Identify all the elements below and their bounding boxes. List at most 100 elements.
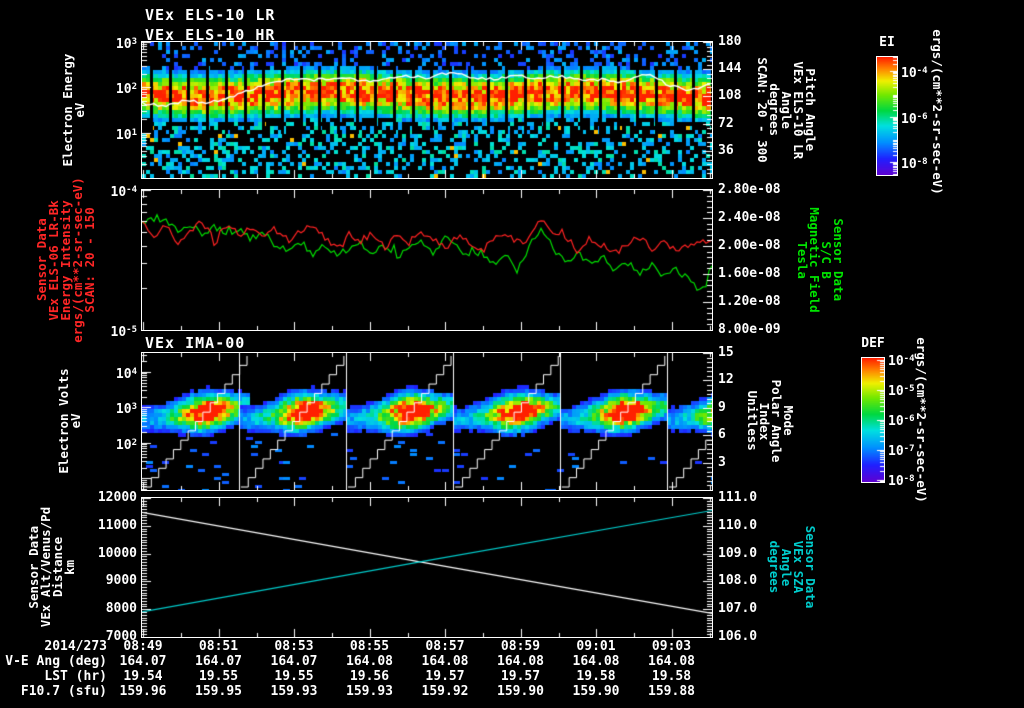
panel4-right-label-col: Sensor Data — [803, 525, 818, 609]
table-cell: 19.58 — [651, 669, 692, 684]
ephemeris-line-canvas — [141, 497, 713, 638]
time-label: 08:49 — [123, 639, 163, 654]
table-row-label: F10.7 (sfu) — [20, 684, 107, 699]
panel1-right-label: SCAN: 20 - 300 degrees Angle VEx ELS-10 LR P… — [755, 57, 818, 162]
panel2-ytick: 10-5 — [110, 325, 138, 340]
panel1-ytick: 101 — [115, 127, 137, 143]
colorbar2-units-col: ergs/(cm**2-sr-sec-eV) — [914, 337, 929, 503]
panel3-right-label-col: Index — [757, 402, 772, 440]
time-label: 08:55 — [349, 639, 390, 654]
table-cell: 19.58 — [576, 669, 616, 684]
panel1-right-label-col: Angle — [779, 91, 794, 129]
time-label: 08:59 — [500, 639, 541, 654]
time-label: 09:01 — [576, 639, 616, 654]
panel4-ytick: 8000 — [105, 601, 137, 617]
panel4-right-tick: 110.0 — [718, 517, 758, 533]
time-label: 08:57 — [425, 639, 465, 654]
table-cell: 19.56 — [349, 669, 390, 684]
date-label: 2014/273 — [44, 639, 107, 654]
ima00-spectrogram-canvas — [141, 352, 713, 491]
colorbar2-def — [861, 357, 885, 483]
panel4-ytick: 10000 — [97, 545, 137, 561]
panel3-right-tick: 9 — [718, 399, 726, 415]
els06-magfield-line-canvas — [141, 189, 713, 331]
table-cell: 159.93 — [346, 684, 393, 699]
panel2-ytick: 10-4 — [110, 185, 138, 200]
panel4-ytick: 7000 — [105, 629, 137, 644]
colorbar1-tick: 10-8 — [901, 157, 928, 172]
panel2-right-tick: 1.20e-08 — [718, 294, 781, 309]
colorbar2-tick: 10-6 — [888, 414, 915, 429]
panel3-right-label-col: Unitless — [745, 390, 760, 452]
panel2-left-label-col: SCAN: 20 - 150 — [82, 207, 97, 313]
panel1-right-label-col: VEx ELS-10 LR — [791, 61, 806, 159]
table-cell: 19.57 — [500, 669, 541, 684]
panel3-right-label-col: Polar Angle — [769, 379, 784, 463]
panel1-title-line2: VEx ELS-10 HR — [145, 26, 276, 44]
panel4-right-tick: 109.0 — [718, 545, 758, 561]
table-cell: 164.07 — [119, 654, 167, 669]
panel2-right-tick: 2.80e-08 — [718, 182, 781, 197]
panel4-right-label: degrees Angle VEx SZA Sensor Data — [767, 525, 818, 609]
colorbar1-tick: 10-4 — [901, 66, 928, 81]
panel3-title: VEx IMA-00 — [145, 334, 246, 352]
panel4-left-label-col: km — [62, 559, 77, 575]
panel2-right-label-col: Sensor Data — [831, 218, 846, 302]
panel1-left-label-col: eV — [72, 102, 87, 118]
table-cell: 164.08 — [648, 654, 695, 669]
panel3-ytick: 104 — [115, 366, 137, 382]
panel4-right-tick: 111.0 — [718, 490, 758, 505]
table-cell: 164.07 — [195, 654, 242, 669]
panel3-left-label-col: eV — [68, 413, 83, 429]
panel3-right-label: Unitless Index Polar Angle Mode — [745, 379, 796, 463]
colorbar1-tick: 10-6 — [901, 111, 928, 127]
els10-spectrogram-canvas — [141, 41, 713, 179]
panel4-right-tick: 108.0 — [718, 573, 758, 589]
table-row-label: LST (hr) — [44, 669, 107, 684]
colorbar2-title: DEF — [861, 336, 885, 351]
panel2-right-tick: 2.40e-08 — [718, 210, 781, 225]
table-cell: 159.90 — [572, 684, 620, 699]
table-cell: 159.92 — [421, 684, 469, 699]
panel1-left-label: Electron Energy eV — [60, 54, 87, 167]
colorbar2-tick: 10-5 — [888, 384, 915, 399]
table-cell: 164.08 — [497, 654, 544, 669]
panel1-right-tick: 36 — [718, 142, 734, 158]
table-cell: 19.55 — [274, 669, 314, 684]
table-cell: 19.54 — [123, 669, 163, 684]
panel4-right-label-col: degrees — [767, 540, 782, 594]
table-row-label: V-E Ang (deg) — [5, 654, 107, 669]
colorbar1-units-col: ergs/(cm**2-sr-sec-eV) — [930, 29, 945, 195]
table-cell: 159.88 — [648, 684, 695, 699]
panel2-right-label: Tesla Magnetic Field S/C B Sensor Data — [795, 207, 846, 312]
panel3-ytick: 102 — [115, 437, 137, 453]
panel2-right-label-col: Tesla — [795, 241, 810, 279]
panel3-left-label: Electron Volts eV — [56, 368, 83, 473]
colorbar1-units: ergs/(cm**2-sr-sec-eV) — [930, 29, 945, 195]
colorbar2-tick: 10-7 — [888, 444, 915, 459]
table-cell: 19.57 — [425, 669, 465, 684]
panel4-right-tick: 107.0 — [718, 601, 758, 617]
table-cell: 164.08 — [572, 654, 620, 669]
panel1-right-label-col: Pitch Angle — [803, 68, 818, 152]
panel3-right-tick: 15 — [718, 345, 734, 360]
colorbar1-title: EI — [879, 35, 895, 50]
panel2-right-tick: 2.00e-08 — [718, 238, 781, 253]
panel4-ytick: 11000 — [97, 517, 137, 533]
panel1-title-line1: VEx ELS-10 LR — [145, 6, 276, 24]
table-cell: 159.93 — [270, 684, 318, 699]
panel3-right-tick: 12 — [718, 372, 734, 388]
colorbar1-ei — [876, 56, 898, 176]
panel2-left-label: Sensor Data VEx ELS-06 LR-Bk Energy Intens… — [34, 177, 97, 343]
panel1-right-tick: 144 — [718, 61, 742, 77]
time-label: 08:51 — [198, 639, 239, 654]
colorbar2-units: ergs/(cm**2-sr-sec-eV) — [914, 337, 929, 503]
panel1-right-tick: 108 — [718, 88, 742, 104]
table-cell: 164.07 — [270, 654, 318, 669]
panel1-right-tick: 180 — [718, 34, 742, 49]
panel4-ytick: 12000 — [97, 490, 137, 505]
panel3-right-tick: 6 — [718, 427, 726, 443]
panel1-ytick: 103 — [115, 37, 137, 52]
table-cell: 159.95 — [195, 684, 242, 699]
